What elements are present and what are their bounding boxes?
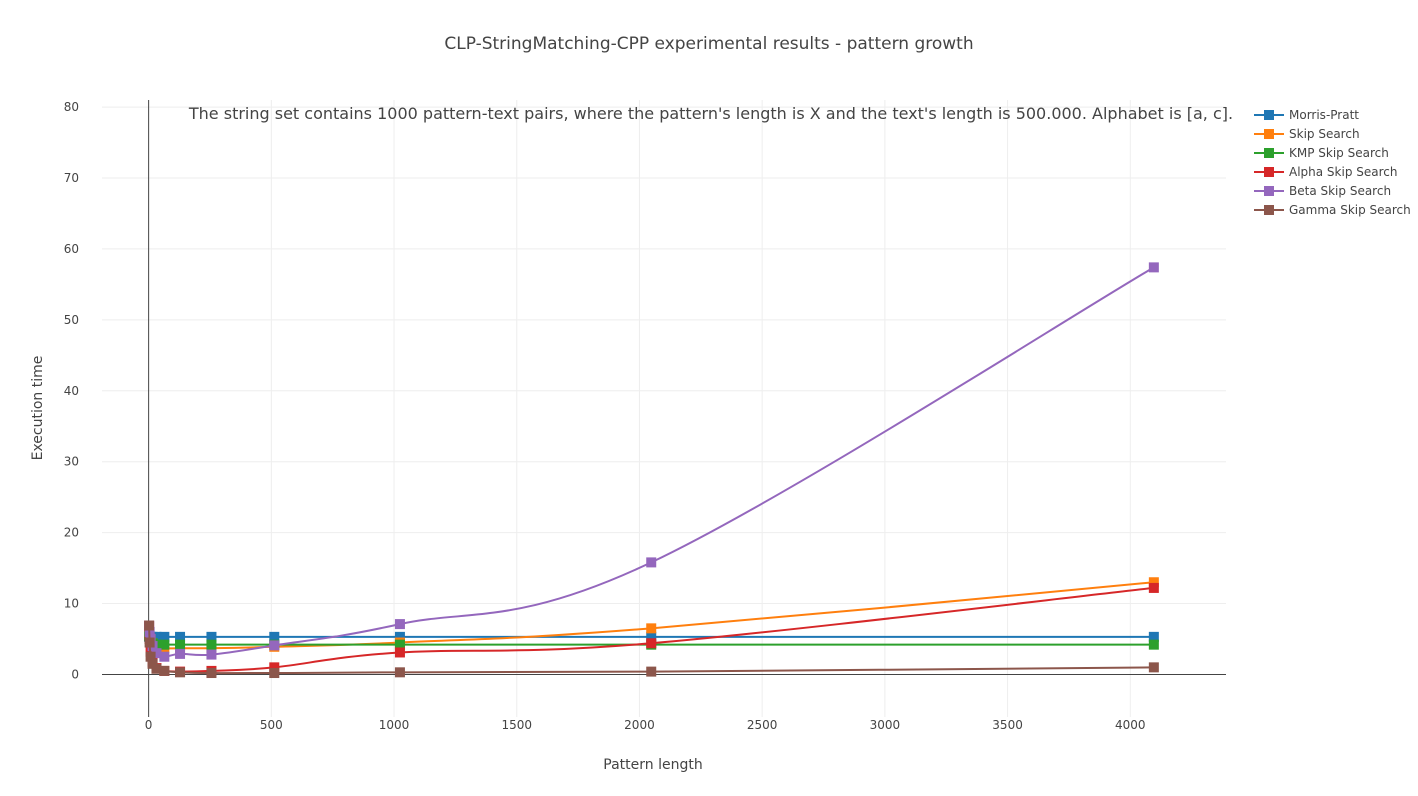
data-point[interactable] — [394, 667, 405, 678]
data-point[interactable] — [175, 639, 186, 650]
data-point[interactable] — [1148, 262, 1159, 273]
data-point[interactable] — [269, 631, 280, 642]
legend-marker — [1264, 205, 1274, 215]
y-tick-label: 0 — [71, 667, 79, 681]
data-point[interactable] — [646, 638, 657, 649]
data-point[interactable] — [144, 620, 155, 631]
legend-marker — [1264, 167, 1274, 177]
data-point[interactable] — [394, 631, 405, 642]
x-tick-label: 500 — [260, 718, 283, 732]
x-tick-label: 1000 — [379, 718, 410, 732]
data-point[interactable] — [159, 631, 170, 642]
x-axis-title: Pattern length — [603, 757, 702, 773]
data-point[interactable] — [206, 631, 217, 642]
data-point[interactable] — [159, 651, 170, 662]
data-point[interactable] — [206, 668, 217, 679]
y-axis-title: Execution time — [30, 356, 46, 461]
data-point[interactable] — [1148, 577, 1159, 588]
data-point[interactable] — [269, 668, 280, 679]
data-point[interactable] — [151, 631, 162, 642]
data-point[interactable] — [1148, 639, 1159, 650]
legend-label: Gamma Skip Search — [1289, 203, 1411, 217]
data-point[interactable] — [1148, 582, 1159, 593]
x-tick-label: 3000 — [870, 718, 901, 732]
data-point[interactable] — [1148, 631, 1159, 642]
legend-item[interactable]: KMP Skip Search — [1254, 146, 1389, 160]
data-point[interactable] — [206, 639, 217, 650]
chart-title: CLP-StringMatching-CPP experimental resu… — [444, 34, 973, 54]
data-point[interactable] — [394, 647, 405, 658]
legend-item[interactable]: Gamma Skip Search — [1254, 203, 1411, 217]
legend-marker — [1264, 110, 1274, 120]
data-point[interactable] — [646, 557, 657, 568]
x-tick-label: 0 — [145, 718, 153, 732]
data-point[interactable] — [1148, 662, 1159, 673]
x-tick-label: 2500 — [747, 718, 778, 732]
data-point[interactable] — [159, 639, 170, 650]
data-point[interactable] — [175, 631, 186, 642]
data-point[interactable] — [175, 648, 186, 659]
data-point[interactable] — [646, 666, 657, 677]
legend-item[interactable]: Beta Skip Search — [1254, 184, 1391, 198]
axes — [102, 100, 1226, 717]
legend-label: Alpha Skip Search — [1289, 165, 1398, 179]
y-tick-label: 20 — [64, 526, 79, 540]
plot-area — [144, 262, 1159, 679]
legend-marker — [1264, 186, 1274, 196]
data-point[interactable] — [394, 639, 405, 650]
legend-label: Morris-Pratt — [1289, 108, 1359, 122]
series-gamma-skip-search — [144, 620, 1159, 679]
tick-labels: 0 500 1000 1500 2000 2500 3000 3500 4000 0 10 20 30 4… — [64, 100, 1146, 732]
y-tick-label: 80 — [64, 100, 79, 114]
x-tick-label: 3500 — [992, 718, 1023, 732]
data-point[interactable] — [206, 649, 217, 660]
data-point[interactable] — [144, 637, 155, 648]
legend-marker — [1264, 148, 1274, 158]
x-tick-label: 1500 — [501, 718, 532, 732]
x-tick-label: 4000 — [1115, 718, 1146, 732]
legend-item[interactable]: Skip Search — [1254, 127, 1360, 141]
data-point[interactable] — [646, 623, 657, 634]
data-point[interactable] — [151, 648, 162, 659]
legend[interactable]: Morris-Pratt Skip Search KMP Skip Search Al… — [1254, 108, 1411, 217]
data-point[interactable] — [175, 667, 186, 678]
y-tick-label: 60 — [64, 242, 79, 256]
data-point[interactable] — [646, 631, 657, 642]
y-tick-label: 50 — [64, 313, 79, 327]
data-point[interactable] — [269, 662, 280, 673]
y-tick-label: 40 — [64, 384, 79, 398]
gridlines — [102, 100, 1226, 717]
data-point[interactable] — [159, 665, 170, 676]
y-tick-label: 30 — [64, 455, 79, 469]
x-tick-label: 2000 — [624, 718, 655, 732]
legend-marker — [1264, 129, 1274, 139]
legend-item[interactable]: Alpha Skip Search — [1254, 165, 1398, 179]
y-tick-label: 10 — [64, 597, 79, 611]
data-point[interactable] — [269, 640, 280, 651]
legend-label: KMP Skip Search — [1289, 146, 1389, 160]
y-tick-label: 70 — [64, 171, 79, 185]
data-point[interactable] — [145, 651, 156, 662]
legend-label: Skip Search — [1289, 127, 1360, 141]
legend-label: Beta Skip Search — [1289, 184, 1391, 198]
data-point[interactable] — [151, 663, 162, 674]
chart-annotation: The string set contains 1000 pattern-tex… — [188, 104, 1233, 123]
legend-item[interactable]: Morris-Pratt — [1254, 108, 1359, 122]
data-point[interactable] — [394, 619, 405, 630]
